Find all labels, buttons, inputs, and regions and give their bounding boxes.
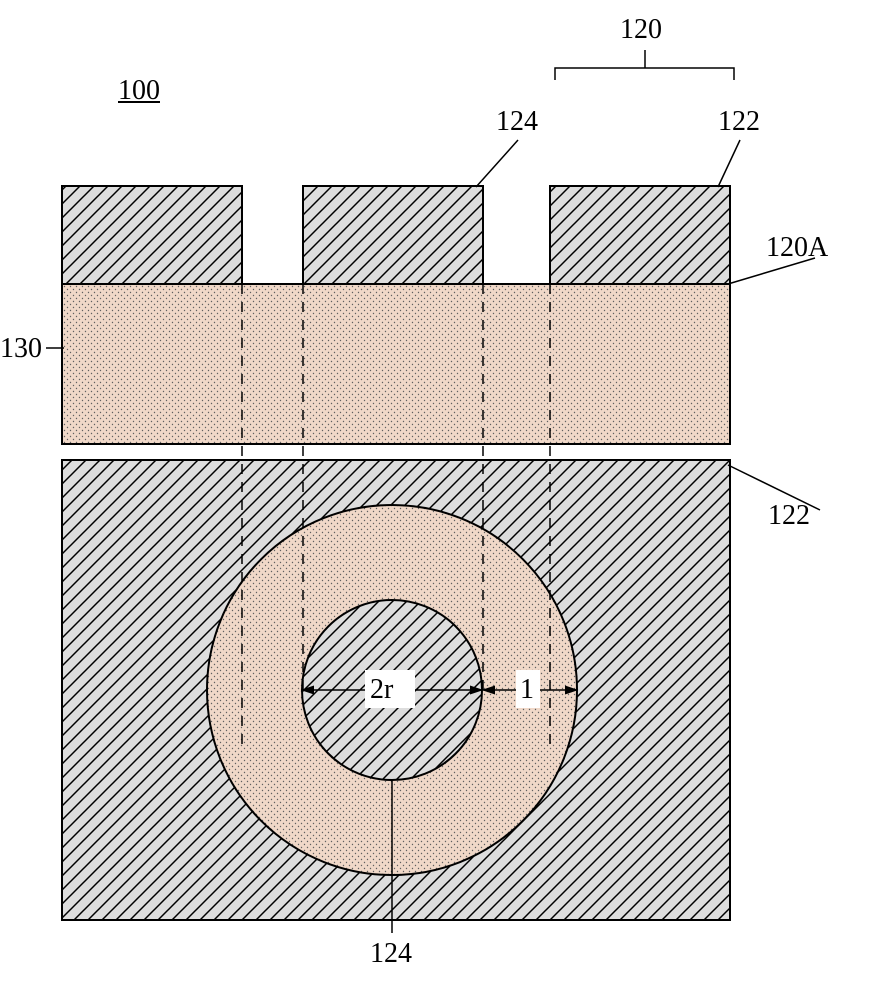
block-left bbox=[62, 186, 242, 284]
label-124-top: 124 bbox=[496, 106, 538, 138]
technical-diagram: 100 120 124 122 120A 130 122 124 2r 1 bbox=[0, 0, 871, 1000]
label-120: 120 bbox=[620, 14, 662, 46]
label-122-top: 122 bbox=[718, 106, 760, 138]
diagram-svg bbox=[0, 0, 871, 1000]
dim-2r: 2r bbox=[370, 674, 393, 706]
label-100: 100 bbox=[118, 75, 160, 107]
label-120A: 120A bbox=[766, 232, 828, 264]
label-124-bottom: 124 bbox=[370, 938, 412, 970]
label-130: 130 bbox=[0, 333, 42, 365]
dim-1: 1 bbox=[520, 674, 534, 706]
label-122-bottom: 122 bbox=[768, 500, 810, 532]
block-mid bbox=[303, 186, 483, 284]
layer-130 bbox=[62, 284, 730, 444]
block-right bbox=[550, 186, 730, 284]
